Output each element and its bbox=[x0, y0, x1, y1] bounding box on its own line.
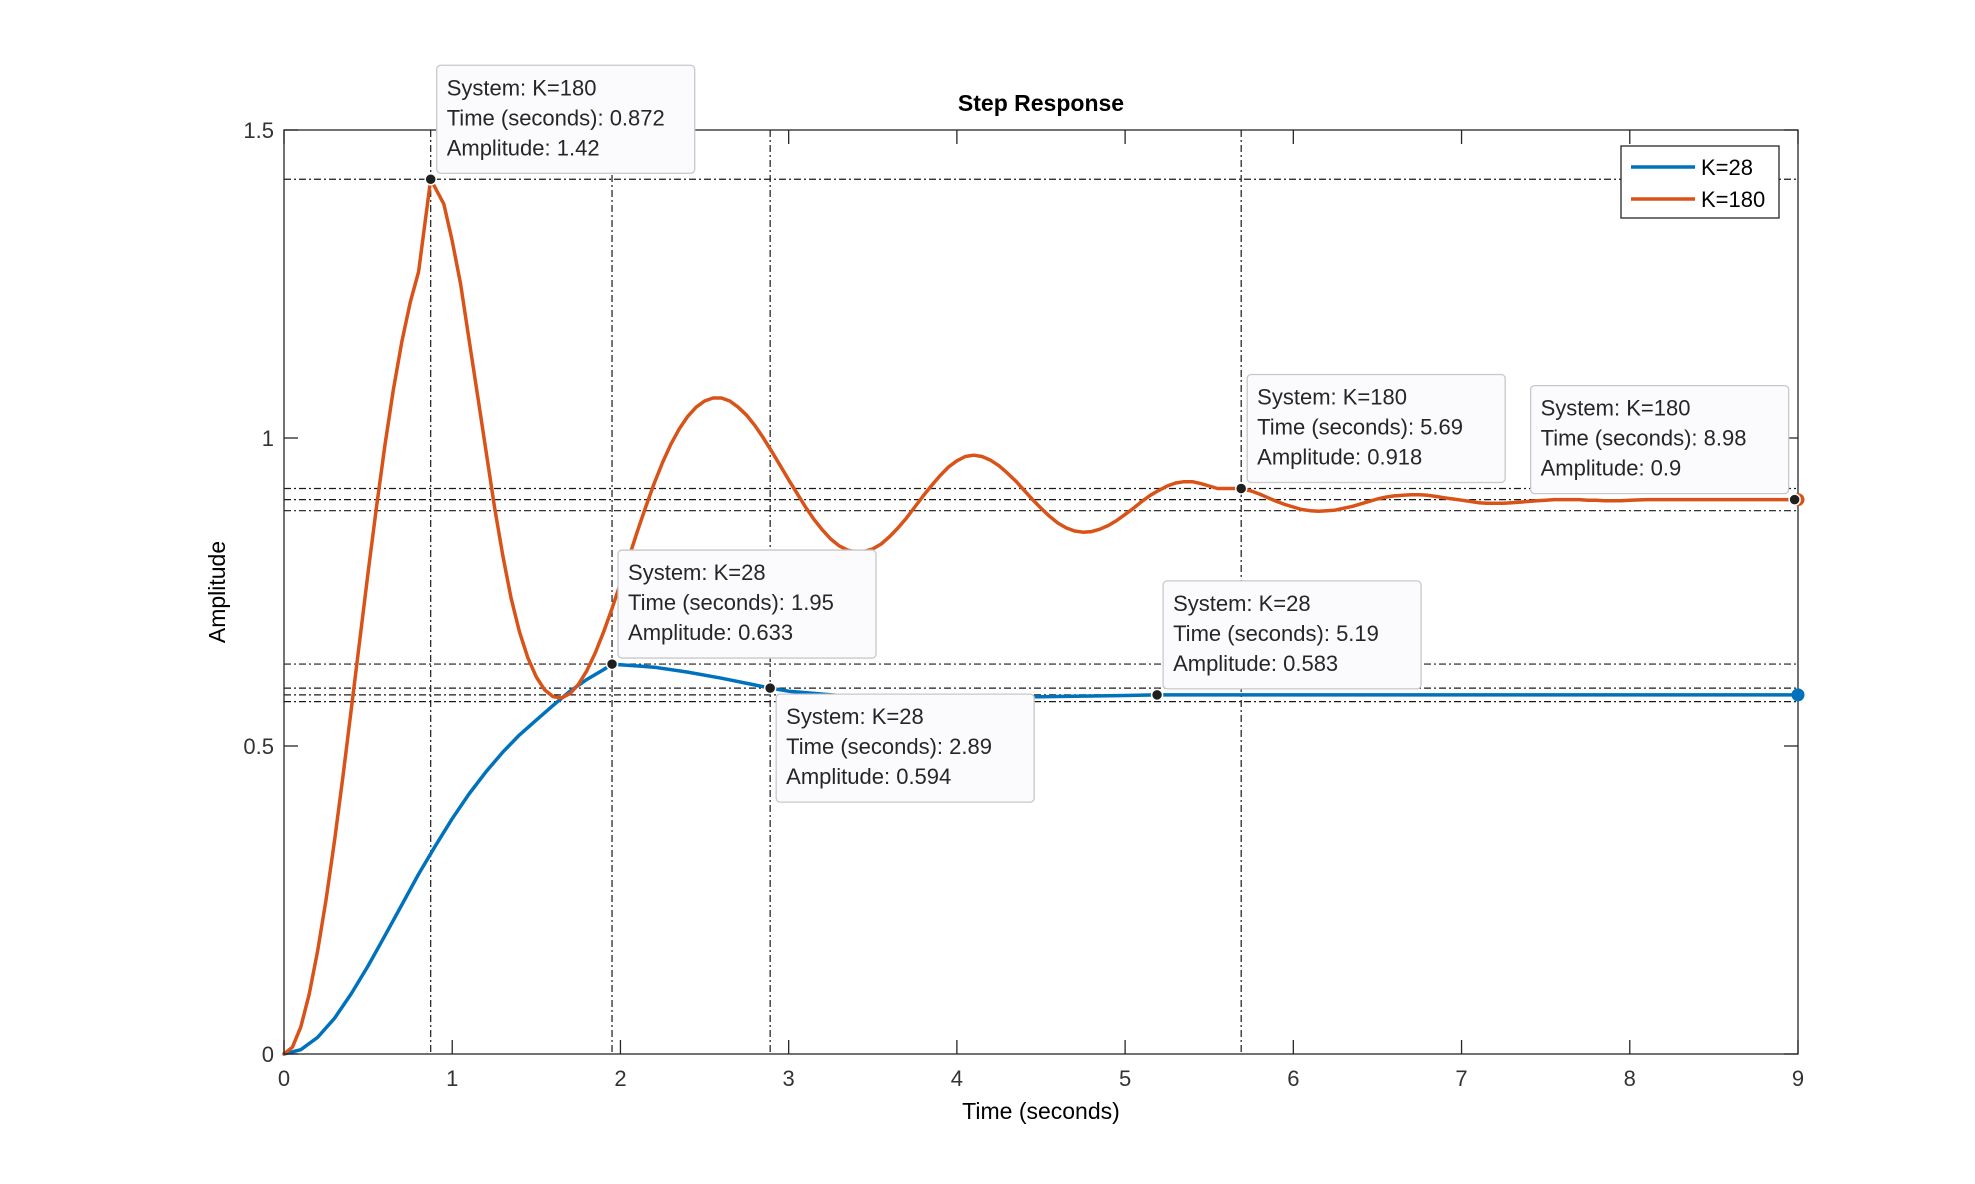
datatip[interactable]: System: K=180 Time (seconds): 5.69 Amplitu… bbox=[1234, 373, 1506, 495]
datatip-box bbox=[617, 549, 877, 659]
datatip-text: System: K=28 bbox=[628, 560, 766, 585]
datatip-text: Time (seconds): 1.95 bbox=[628, 590, 834, 615]
datatip-point[interactable] bbox=[1788, 493, 1801, 506]
datatip-box bbox=[436, 64, 696, 174]
datatip-point[interactable] bbox=[605, 657, 619, 671]
x-tick-label: 8 bbox=[1624, 1066, 1636, 1091]
x-tick-label: 9 bbox=[1792, 1066, 1804, 1091]
datatip-text: Amplitude: 0.9 bbox=[1541, 456, 1682, 481]
datatip-point[interactable] bbox=[1150, 688, 1164, 702]
chart-title: Step Response bbox=[958, 90, 1124, 116]
y-tick-label: 0.5 bbox=[243, 734, 274, 759]
x-tick-label: 4 bbox=[951, 1066, 963, 1091]
datatip[interactable]: System: K=180 Time (seconds): 8.98 Amplitu… bbox=[1529, 384, 1801, 506]
x-tick-label: 7 bbox=[1455, 1066, 1467, 1091]
legend[interactable]: K=28 K=180 bbox=[1620, 145, 1780, 219]
series-lines bbox=[282, 177, 1800, 1056]
x-axis-label: Time (seconds) bbox=[962, 1098, 1120, 1124]
x-tick-label: 0 bbox=[278, 1066, 290, 1091]
axes: 0 1 2 3 4 5 6 7 8 9 0 0.5 1 1.5 bbox=[243, 118, 1804, 1091]
y-tick-label: 1.5 bbox=[243, 118, 274, 143]
datatip-point[interactable] bbox=[1234, 482, 1248, 495]
datatip-text: System: K=28 bbox=[1173, 591, 1311, 616]
datatip-text: System: K=28 bbox=[786, 704, 924, 729]
legend-label: K=28 bbox=[1701, 155, 1753, 180]
x-tick-label: 6 bbox=[1287, 1066, 1299, 1091]
datatip-layer: System: K=180 Time (seconds): 0.872 Amplit… bbox=[424, 64, 1801, 803]
datatip-text: System: K=180 bbox=[1257, 385, 1407, 410]
x-tick-label: 3 bbox=[783, 1066, 795, 1091]
datatip-text: Amplitude: 0.594 bbox=[786, 764, 951, 789]
y-tick-label: 1 bbox=[262, 426, 274, 451]
datatip[interactable]: System: K=180 Time (seconds): 0.872 Amplit… bbox=[424, 64, 696, 186]
datatip-box bbox=[1162, 580, 1422, 690]
series-end-marker bbox=[1791, 688, 1805, 702]
datatip[interactable]: System: K=28 Time (seconds): 1.95 Amplitud… bbox=[605, 549, 877, 671]
x-tick-label: 1 bbox=[446, 1066, 458, 1091]
datatip[interactable]: System: K=28 Time (seconds): 2.89 Amplitud… bbox=[763, 681, 1035, 803]
datatip-text: Time (seconds): 5.69 bbox=[1257, 415, 1463, 440]
datatip-point[interactable] bbox=[763, 681, 777, 695]
datatip-text: Amplitude: 0.633 bbox=[628, 620, 793, 645]
legend-label: K=180 bbox=[1701, 187, 1765, 212]
datatip-text: Time (seconds): 8.98 bbox=[1541, 426, 1747, 451]
datatip-text: Time (seconds): 5.19 bbox=[1173, 621, 1379, 646]
datatip-point[interactable] bbox=[424, 173, 437, 186]
axes-box bbox=[283, 129, 1799, 1055]
datatip-box bbox=[1529, 384, 1790, 495]
datatip-text: Amplitude: 0.918 bbox=[1257, 445, 1422, 470]
datatip-text: System: K=180 bbox=[1541, 396, 1691, 421]
legend-box bbox=[1620, 145, 1780, 219]
x-tick-label: 5 bbox=[1119, 1066, 1131, 1091]
series-line bbox=[282, 662, 1800, 1056]
datatip-text: Amplitude: 1.42 bbox=[447, 135, 600, 160]
x-tick-label: 2 bbox=[614, 1066, 626, 1091]
y-tick-label: 0 bbox=[262, 1042, 274, 1067]
datatip-text: Time (seconds): 2.89 bbox=[786, 734, 992, 759]
datatip[interactable]: System: K=28 Time (seconds): 5.19 Amplitud… bbox=[1150, 580, 1422, 702]
datatip-box bbox=[775, 693, 1035, 803]
y-axis-label: Amplitude bbox=[204, 541, 230, 643]
datatip-text: Amplitude: 0.583 bbox=[1173, 651, 1338, 676]
datatip-text: Time (seconds): 0.872 bbox=[447, 105, 665, 130]
series-line bbox=[282, 177, 1800, 1056]
datatip-box bbox=[1246, 373, 1506, 484]
plot-area bbox=[284, 130, 1798, 1054]
datatip-text: System: K=180 bbox=[447, 75, 597, 100]
